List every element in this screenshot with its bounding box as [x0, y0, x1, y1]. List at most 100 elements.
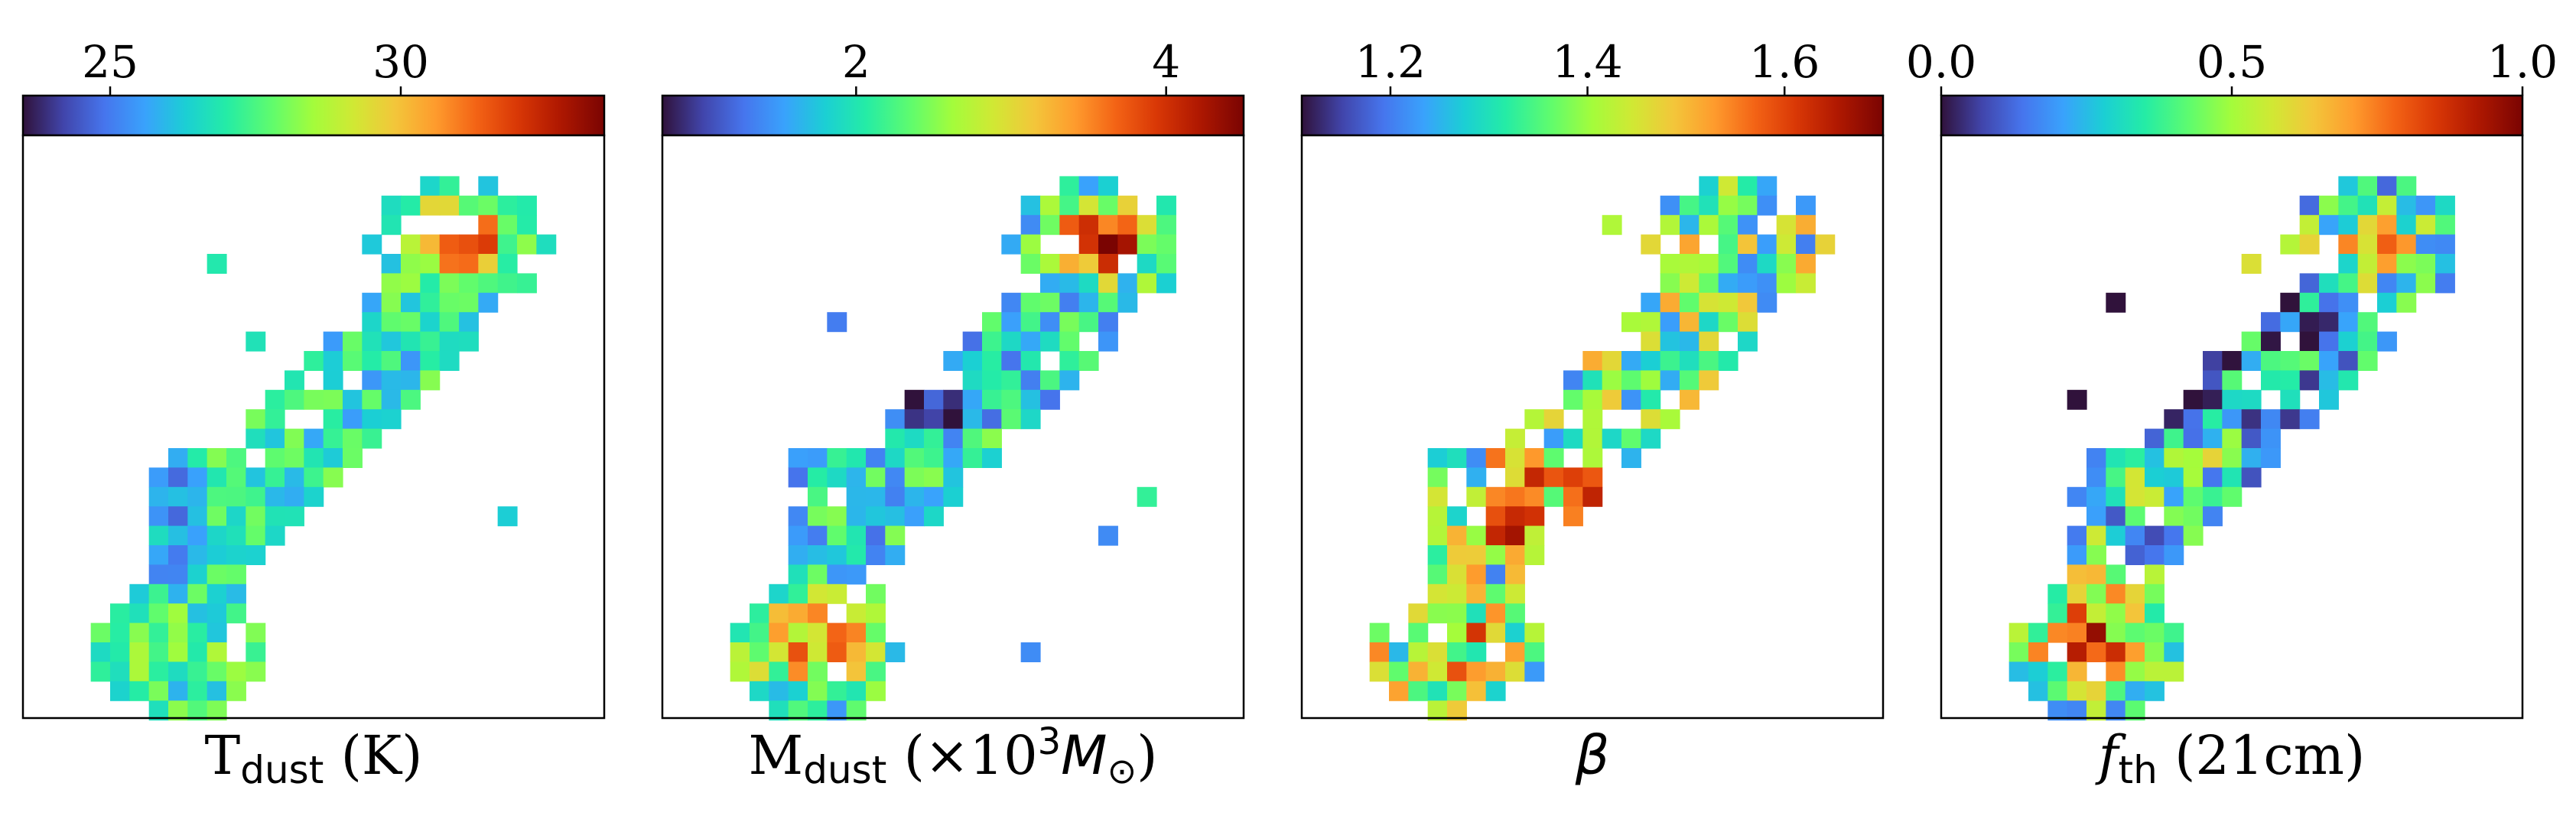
heatmap-cell	[420, 176, 441, 197]
heatmap-cell	[362, 234, 382, 255]
heatmap-cell	[808, 642, 828, 662]
heatmap-cell	[2280, 389, 2301, 410]
heatmap-cell	[846, 467, 867, 488]
heatmap-cell	[1098, 312, 1118, 333]
heatmap-cell	[343, 448, 363, 468]
heatmap-cell	[459, 312, 479, 333]
heatmap-cell	[2261, 409, 2281, 430]
heatmap-cell	[1427, 448, 1448, 468]
heatmap-cell	[187, 661, 208, 682]
heatmap-cell	[187, 564, 208, 585]
heatmap-cell	[2357, 312, 2378, 333]
heatmap-cell	[1524, 661, 1545, 682]
heatmap-cell	[2338, 234, 2359, 255]
heatmap-cell	[2164, 661, 2184, 682]
heatmap-cell	[1582, 409, 1603, 430]
heatmap-cell	[1699, 331, 1719, 352]
colorbar-fth	[1940, 94, 2524, 137]
heatmap-cell	[1427, 642, 1448, 662]
heatmap-cell	[2183, 389, 2204, 410]
heatmap-cell	[2125, 681, 2145, 701]
heatmap-cell	[1485, 525, 1506, 546]
heatmap-cell	[2222, 351, 2243, 371]
heatmap-cell	[866, 486, 886, 507]
heatmap-cell	[2086, 642, 2106, 662]
heatmap-cell	[769, 622, 789, 643]
heatmap-cell	[1505, 467, 1525, 488]
heatmap-cell	[168, 564, 188, 585]
heatmap-cell	[2145, 448, 2165, 468]
heatmap-cell	[885, 428, 906, 449]
heatmap-cell	[207, 486, 227, 507]
heatmap-cell	[207, 254, 227, 274]
heatmap-cell	[866, 603, 886, 624]
heatmap-cell	[1485, 564, 1506, 585]
heatmap-cell	[2125, 545, 2145, 565]
heatmap-cell	[1117, 292, 1138, 313]
heatmap-cell	[1485, 583, 1506, 604]
heatmap-cell	[1156, 195, 1176, 216]
heatmap-cell	[1524, 525, 1545, 546]
heatmap-cell	[1505, 448, 1525, 468]
heatmap-cell	[381, 292, 402, 313]
heatmap-cell	[808, 486, 828, 507]
heatmap-cell	[1680, 351, 1699, 371]
heatmap-cell	[265, 525, 285, 546]
heatmap-cell	[207, 467, 227, 488]
heatmap-cell	[1796, 195, 1816, 216]
heatmap-cell	[1427, 486, 1448, 507]
heatmap-cell	[246, 661, 266, 682]
heatmap-cell	[517, 273, 537, 294]
heatmap-cell	[497, 234, 518, 255]
heatmap-cell	[459, 273, 479, 294]
heatmap-cell	[1447, 448, 1467, 468]
heatmap-cell	[168, 467, 188, 488]
heatmap-cell	[962, 331, 983, 352]
heatmap-cell	[1389, 681, 1409, 701]
heatmap-cell	[2299, 273, 2320, 294]
heatmap-cell	[1796, 234, 1816, 255]
heatmap-cell	[1447, 583, 1467, 604]
heatmap-cell	[2086, 525, 2106, 546]
heatmap-cell	[1738, 195, 1758, 216]
heatmap-cell	[866, 525, 886, 546]
heatmap-cell	[2067, 603, 2087, 624]
heatmap-cell	[2261, 351, 2281, 371]
heatmap-cell	[2338, 370, 2359, 391]
heatmap-cell	[1427, 564, 1448, 585]
heatmap-cell	[323, 448, 343, 468]
heatmap-cell	[420, 312, 441, 333]
heatmap-cell	[1582, 448, 1603, 468]
heatmap-cell	[982, 428, 1002, 449]
heatmap-cell	[304, 428, 324, 449]
heatmap-cell	[2086, 545, 2106, 565]
heatmap-cell	[2086, 583, 2106, 604]
heatmap-cell	[2067, 661, 2087, 682]
heatmap-cell	[1563, 506, 1583, 527]
heatmap-cell	[1466, 681, 1487, 701]
heatmap-cell	[2319, 312, 2339, 333]
heatmap-cell	[2008, 661, 2029, 682]
colorbar-tick-label-mdust-0: 2	[842, 36, 870, 88]
heatmap-cell	[2106, 583, 2126, 604]
heatmap-cell	[885, 467, 906, 488]
heatmap-cell	[90, 622, 111, 643]
heatmap-cell	[866, 661, 886, 682]
heatmap-cell	[265, 486, 285, 507]
heatmap-cell	[1447, 506, 1467, 527]
heatmap-cell	[2106, 525, 2126, 546]
heatmap-cell	[265, 389, 285, 410]
heatmap-cell	[148, 506, 169, 527]
heatmap-cell	[2319, 273, 2339, 294]
heatmap-cells-tdust	[90, 176, 557, 721]
heatmap-cell	[129, 603, 150, 624]
heatmap-cell	[2183, 467, 2204, 488]
heatmap-cell	[110, 642, 130, 662]
heatmap-cell	[1641, 331, 1661, 352]
heatmap-cell	[2415, 254, 2436, 274]
heatmap-cell	[962, 389, 983, 410]
heatmap-cell	[2067, 583, 2087, 604]
heatmap-cell	[904, 467, 925, 488]
heatmap-cell	[2047, 622, 2068, 643]
heatmap-cell	[1738, 215, 1758, 236]
